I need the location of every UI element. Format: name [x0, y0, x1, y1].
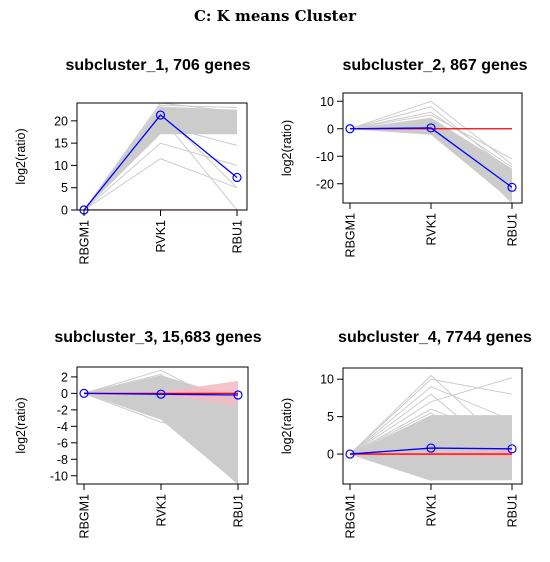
panel-4-profile-line-6: [349, 393, 513, 462]
panel-2-ytick-label-3: 0: [327, 122, 334, 136]
panel-1-xtick-label-2: RVK1: [154, 220, 168, 252]
panel-4-centroid-point-2: [426, 443, 436, 453]
panel-4-profile-line-7: [349, 419, 513, 455]
panel-2-centroid-point-2: [426, 123, 436, 133]
panel-1-ytick-label-5: 20: [54, 114, 68, 128]
panel-3-ytick-label-7: 2: [61, 370, 68, 384]
panel-1-profile-line-7: [83, 120, 238, 210]
panel-3-ylabel: log2(ratio): [14, 397, 28, 453]
panel-1-profile-line-3: [83, 158, 238, 210]
panel-1-profile-line-6: [83, 109, 238, 210]
panel-2-frame: [342, 92, 523, 204]
panel-3-title: subcluster_3, 15,683 genes: [54, 329, 261, 346]
panel-3-profile-envelope: [84, 375, 238, 484]
panel-2-xtick-label-3: RBU1: [506, 213, 520, 246]
panel-2-profile-line-5: [349, 121, 513, 203]
panel-3-centroid-point-1: [79, 388, 89, 398]
panel-4-ytick-label-3: 10: [320, 373, 334, 387]
panel-2-ytick-label-2: -10: [316, 150, 334, 164]
panel-4-title: subcluster_4, 7744 genes: [338, 329, 532, 346]
panel-2-centroid-point-3: [507, 182, 517, 192]
panel-2: subcluster_2, 867 genes -20 -10 0 10 RBGM1 RVK…: [280, 57, 528, 257]
panel-1-xtick-label-1: RBGM1: [78, 220, 92, 265]
panel-2-profile-line-1: [349, 100, 513, 165]
panel-4-frame: [342, 367, 523, 485]
panel-3-profile-line-5: [83, 392, 239, 484]
panel-1-xtick-label-3: RBU1: [231, 220, 245, 253]
panel-1-centroid-point-3: [232, 172, 242, 183]
panel-4-profile-line-2: [349, 378, 513, 455]
panel-3-ytick-label-6: 0: [61, 387, 68, 401]
panel-2-title: subcluster_2, 867 genes: [343, 57, 528, 74]
panel-4-profile-line-4: [349, 377, 513, 455]
panel-2-profile-line-2: [349, 106, 513, 174]
panel-3-centroid-point-2: [156, 389, 166, 399]
panel-4-profile-line-1: [349, 374, 513, 455]
panel-1-ytick-label-4: 15: [54, 137, 68, 151]
figure-title: C: K means Cluster: [194, 7, 357, 25]
panel-3-centroid-point-3: [233, 390, 243, 400]
panel-1-profile-line-4: [83, 124, 238, 210]
panel-4-centroid-point-3: [507, 444, 517, 454]
panel-3-ytick-label-4: -4: [57, 420, 68, 434]
panel-3-ytick-label-3: -6: [57, 436, 68, 450]
panel-3-ytick-label-1: -10: [50, 469, 68, 483]
panel-3: subcluster_3, 15,683 genes -10 -8 -6 -4 -2 0 2 R…: [14, 329, 262, 538]
panel-1-profile-line-8: [83, 103, 238, 210]
panel-1-profile-envelope: [84, 106, 237, 210]
panel-4-profile-line-5: [349, 408, 513, 455]
panel-4-profile-line-3: [349, 386, 513, 455]
panel-2-ytick-label-4: 10: [320, 95, 334, 109]
panel-4-ytick-label-2: 5: [327, 410, 334, 424]
panel-2-plot-area: [349, 100, 513, 203]
panel-3-frame: [76, 366, 249, 485]
panel-3-xtick-label-1: RBGM1: [78, 494, 92, 539]
panel-1-profile-line-9: [83, 142, 238, 210]
panel-3-ytick-label-2: -8: [57, 453, 68, 467]
panel-3-xtick-label-2: RVK1: [155, 494, 169, 526]
panel-1-ytick-label-1: 0: [61, 204, 68, 218]
panel-1-centroid-point-2: [155, 110, 166, 120]
panel-4-centroid-line: [349, 447, 513, 455]
panel-4-profile-line-8: [349, 416, 513, 481]
panel-1-ytick-label-2: 5: [61, 181, 68, 195]
panel-3-ytick-label-5: -2: [57, 403, 68, 417]
panel-4-plot-area: [349, 374, 513, 481]
panel-2-xtick-label-1: RBGM1: [344, 213, 358, 258]
panel-1-title: subcluster_1, 706 genes: [66, 57, 251, 74]
panel-4-xtick-label-2: RVK1: [425, 494, 439, 526]
panel-1-frame: [76, 102, 248, 211]
panel-3-centroid-line: [83, 392, 239, 396]
panel-4-xtick-label-1: RBGM1: [344, 494, 358, 539]
panel-3-plot-area: [83, 369, 239, 484]
panel-2-profile-line-8: [349, 111, 513, 168]
panel-2-centroid-point-1: [345, 124, 355, 134]
panel-2-ylabel: log2(ratio): [280, 120, 294, 176]
panel-1-ylabel: log2(ratio): [14, 128, 28, 184]
panel-4-ylabel: log2(ratio): [280, 398, 294, 454]
panel-2-centroid-line: [349, 127, 513, 188]
panel-4: subcluster_4, 7744 genes 0 5 10 RBGM1 RVK1 RBU…: [280, 329, 532, 538]
panel-2-profile-line-6: [349, 128, 513, 201]
panel-4-xtick-label-3: RBU1: [506, 494, 520, 527]
panel-2-ytick-label-1: -20: [316, 177, 334, 191]
panel-2-xtick-label-2: RVK1: [425, 213, 439, 245]
panel-3-profile-line-3: [83, 392, 239, 436]
panel-4-centroid-point-1: [345, 449, 355, 459]
panel-1-ytick-label-3: 10: [54, 159, 68, 173]
panel-3-xtick-label-3: RBU1: [232, 494, 246, 527]
panel-1: subcluster_1, 706 genes 0 5 10 15 20 RBGM1 RVK1…: [14, 57, 251, 264]
panel-3-profile-line-6: [83, 382, 239, 464]
panel-1-centroid-line: [83, 114, 238, 210]
panel-1-plot-area: [83, 103, 238, 210]
panel-2-profile-line-3: [349, 114, 513, 160]
panel-3-profile-line-4: [83, 377, 239, 483]
panel-4-profile-line-10: [349, 431, 513, 455]
panel-4-ytick-label-1: 0: [327, 448, 334, 462]
panel-3-profile-line-2: [83, 373, 239, 444]
